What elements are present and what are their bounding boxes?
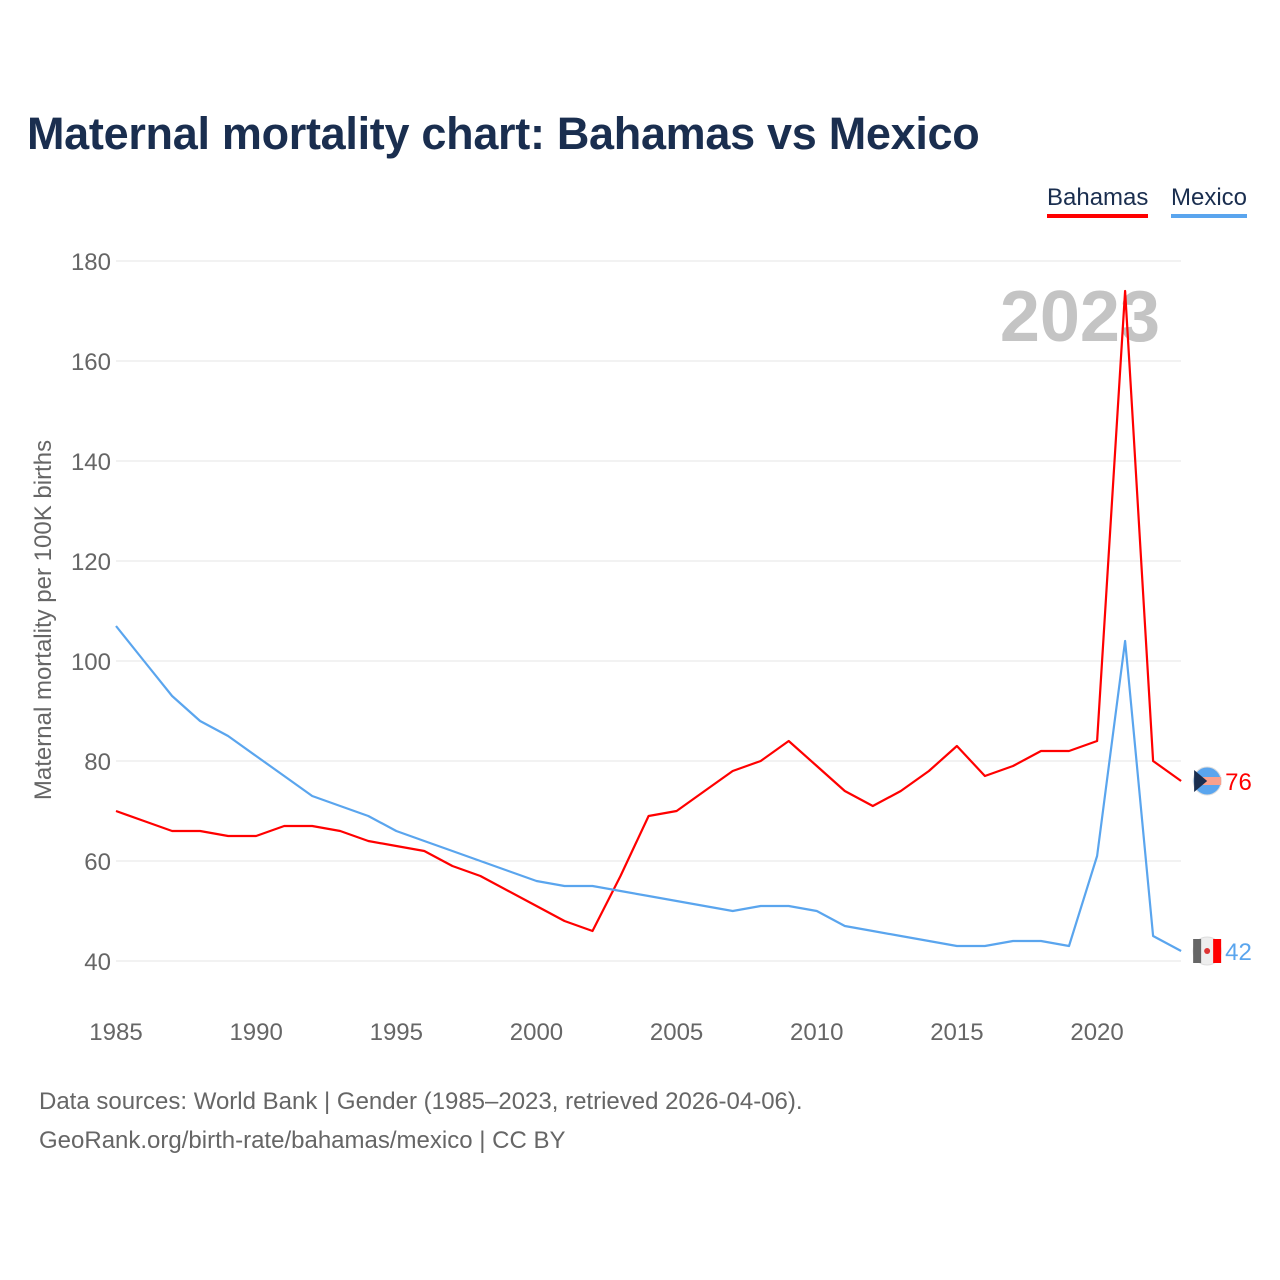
series-line-mexico <box>115 625 1182 952</box>
x-tick-label: 2005 <box>650 1019 703 1046</box>
end-value-label: 76 <box>1225 769 1252 796</box>
chart-title: Maternal mortality chart: Bahamas vs Mex… <box>27 108 980 159</box>
y-tick-label: 40 <box>84 949 111 976</box>
x-tick-label: 1985 <box>89 1019 142 1046</box>
series-line-bahamas <box>115 289 1182 933</box>
y-axis-label: Maternal mortality per 100K births <box>30 440 57 800</box>
legend-item-bahamas[interactable]: Bahamas <box>1047 184 1149 218</box>
x-tick-label: 1995 <box>370 1019 423 1046</box>
flag-stripe <box>1193 939 1202 963</box>
source-link[interactable]: GeoRank.org/birth-rate/bahamas/mexico | … <box>39 1127 566 1154</box>
x-tick-label: 2020 <box>1070 1019 1123 1046</box>
x-tick-label: 1990 <box>229 1019 282 1046</box>
flag-emblem <box>1204 948 1211 954</box>
line-chart: 40 60 80 100 120 140 160 180 1985 1990 1995 2000 200… <box>30 249 1252 1046</box>
year-watermark: 2023 <box>1000 277 1160 357</box>
y-tick-label: 180 <box>71 249 111 276</box>
end-value-label: 42 <box>1225 939 1252 966</box>
y-tick-label: 80 <box>84 749 111 776</box>
y-tick-label: 100 <box>71 649 111 676</box>
x-tick-label: 2000 <box>510 1019 563 1046</box>
x-tick-label: 2010 <box>790 1019 843 1046</box>
legend-item-mexico[interactable]: Mexico <box>1171 184 1248 218</box>
y-tick-label: 120 <box>71 549 111 576</box>
y-tick-label: 60 <box>84 849 111 876</box>
x-tick-label: 2015 <box>930 1019 983 1046</box>
flag-stripe <box>1195 777 1222 785</box>
flag-stripe <box>1213 939 1222 963</box>
y-tick-label: 160 <box>71 349 111 376</box>
source-text: Data sources: World Bank | Gender (1985–… <box>39 1088 803 1115</box>
y-tick-label: 140 <box>71 449 111 476</box>
flag-triangle <box>1194 770 1208 792</box>
